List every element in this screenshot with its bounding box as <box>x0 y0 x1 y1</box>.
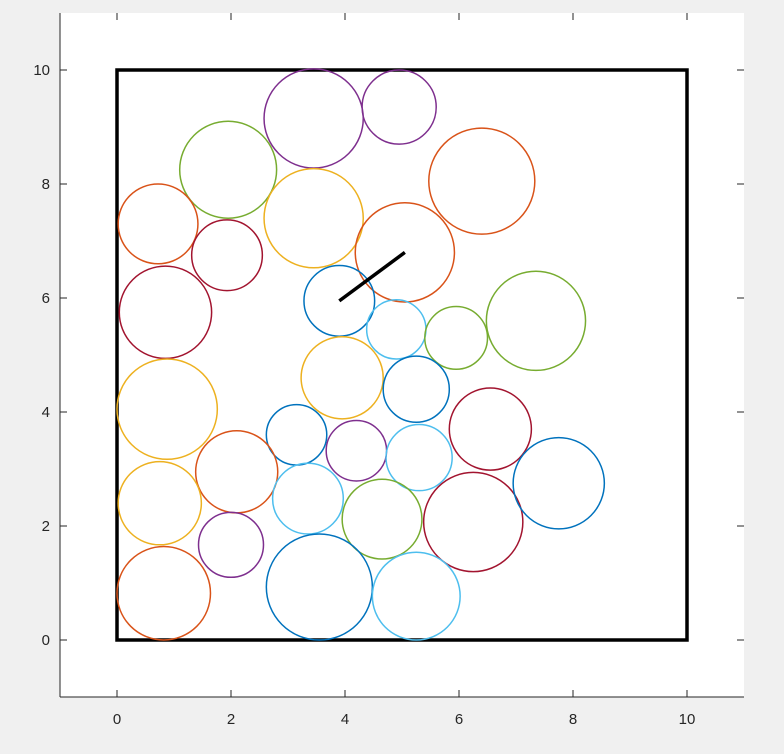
circle-30 <box>371 551 461 641</box>
circle-20 <box>448 387 533 471</box>
circle-8 <box>354 202 456 303</box>
direction-segment <box>338 250 406 303</box>
circle-29 <box>265 533 374 641</box>
y-tick-label-10: 10 <box>33 62 50 79</box>
circle-13 <box>485 270 587 372</box>
y-tick-label-4: 4 <box>42 404 50 421</box>
circle-5 <box>117 183 199 265</box>
circle-14 <box>300 336 384 420</box>
circle-6 <box>263 167 364 269</box>
circle-22 <box>271 462 345 535</box>
x-tick-label-4: 4 <box>341 711 349 728</box>
y-tick-label-8: 8 <box>42 176 50 193</box>
circle-4 <box>428 127 536 235</box>
circle-19 <box>385 423 453 492</box>
x-tick-label-2: 2 <box>227 711 235 728</box>
circle-24 <box>341 478 423 560</box>
y-tick-label-2: 2 <box>42 518 50 535</box>
y-tick-label-0: 0 <box>42 632 50 649</box>
circle-12 <box>424 305 489 370</box>
circle-7 <box>190 219 264 292</box>
circle-3 <box>178 120 278 219</box>
circle-26 <box>512 436 606 530</box>
circle-16 <box>116 358 219 461</box>
tick-layer: 0 2 4 6 8 10 0 2 4 6 8 10 <box>33 13 744 728</box>
x-tick-label-8: 8 <box>569 711 577 728</box>
circle-25 <box>422 471 524 573</box>
circle-23 <box>117 460 203 546</box>
axes-background <box>60 13 744 697</box>
circle-15 <box>382 355 451 424</box>
y-tick-label-6: 6 <box>42 290 50 307</box>
x-tick-label-0: 0 <box>113 711 121 728</box>
circle-28 <box>116 545 212 641</box>
circle-2 <box>361 69 437 145</box>
circle-27 <box>197 511 265 579</box>
x-tick-label-10: 10 <box>679 711 696 728</box>
plot-area <box>115 68 689 642</box>
x-tick-label-6: 6 <box>455 711 463 728</box>
